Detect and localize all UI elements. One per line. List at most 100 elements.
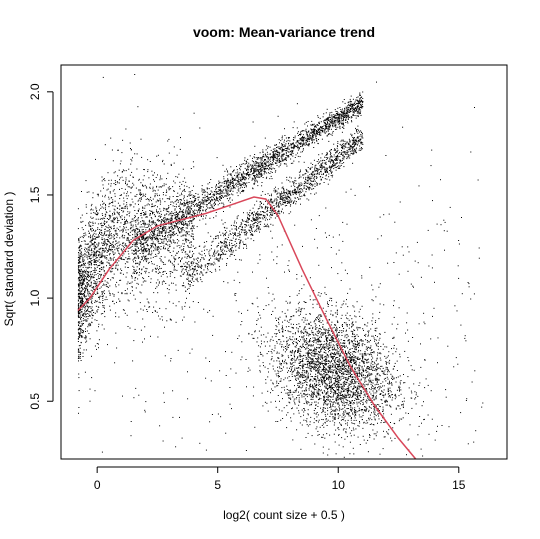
data-point [91, 310, 93, 312]
data-point [297, 135, 299, 136]
data-point [78, 283, 80, 284]
data-point [101, 226, 103, 228]
data-point [168, 218, 170, 220]
data-point [156, 193, 158, 195]
data-point [313, 123, 315, 125]
data-point [136, 240, 138, 242]
data-point [345, 112, 347, 114]
data-point [238, 183, 240, 185]
data-point [283, 153, 285, 155]
data-point [114, 235, 115, 237]
data-point [164, 208, 166, 210]
data-point [186, 227, 188, 229]
data-point [161, 283, 163, 285]
data-point [177, 263, 179, 265]
data-point [271, 211, 273, 213]
data-point [141, 284, 143, 286]
data-point [165, 226, 167, 228]
data-point [213, 193, 215, 195]
data-point [330, 118, 332, 120]
data-point [106, 286, 108, 288]
data-point [105, 284, 107, 285]
data-point [239, 192, 241, 194]
data-point [281, 143, 283, 145]
data-point [337, 117, 339, 118]
data-point [92, 209, 94, 211]
data-point [89, 263, 91, 265]
data-point [109, 215, 111, 217]
data-point [236, 175, 238, 177]
data-point [188, 194, 190, 196]
data-point [100, 256, 101, 258]
data-point [116, 245, 118, 247]
data-point [313, 129, 315, 131]
data-point [194, 199, 196, 201]
data-point [174, 242, 176, 244]
data-point [122, 228, 124, 230]
data-point [85, 266, 87, 268]
data-point [78, 272, 79, 274]
data-point [195, 209, 197, 211]
data-point [283, 149, 285, 151]
data-point [317, 133, 319, 135]
data-point [152, 239, 154, 241]
data-point [130, 227, 132, 229]
data-point [79, 297, 81, 299]
data-point [165, 243, 167, 245]
data-point [212, 208, 214, 210]
data-point [240, 179, 241, 181]
data-point [82, 229, 84, 231]
data-point [132, 157, 133, 159]
data-point [90, 289, 92, 291]
data-points [77, 74, 484, 458]
data-point [332, 121, 334, 123]
data-point [126, 214, 128, 216]
data-point [160, 220, 162, 222]
data-point [79, 253, 81, 255]
data-point [338, 116, 340, 118]
data-point [160, 222, 162, 224]
data-point [271, 178, 273, 180]
data-point [185, 210, 187, 212]
data-point [163, 263, 165, 265]
data-point [298, 142, 300, 144]
data-point [325, 126, 327, 127]
data-point [228, 173, 230, 175]
data-point [179, 218, 181, 220]
data-point [313, 129, 315, 131]
data-point [357, 100, 359, 102]
data-point [221, 198, 222, 199]
data-point [136, 239, 138, 241]
data-point [78, 284, 80, 286]
data-point [291, 151, 293, 153]
data-point [133, 266, 135, 268]
data-point [165, 183, 167, 185]
data-point [183, 216, 185, 217]
data-point [217, 191, 219, 192]
data-point [304, 123, 306, 125]
data-point [279, 160, 281, 162]
data-point [90, 324, 92, 326]
data-point [201, 188, 203, 190]
data-point [182, 180, 184, 182]
data-point [190, 168, 192, 169]
data-point [110, 233, 112, 235]
data-point [345, 118, 347, 120]
data-point [331, 123, 333, 125]
data-point [289, 154, 291, 156]
data-point [232, 188, 234, 190]
data-point [162, 229, 164, 231]
data-point [94, 247, 96, 249]
data-point [339, 116, 341, 118]
data-point [278, 151, 280, 153]
data-point [223, 205, 225, 207]
data-point [352, 98, 354, 100]
data-point [132, 237, 133, 239]
data-point [220, 190, 222, 192]
data-point [90, 236, 92, 238]
data-point [110, 228, 112, 230]
data-point [113, 246, 115, 248]
data-point [116, 233, 118, 235]
data-point [102, 250, 104, 252]
data-point [174, 212, 176, 214]
